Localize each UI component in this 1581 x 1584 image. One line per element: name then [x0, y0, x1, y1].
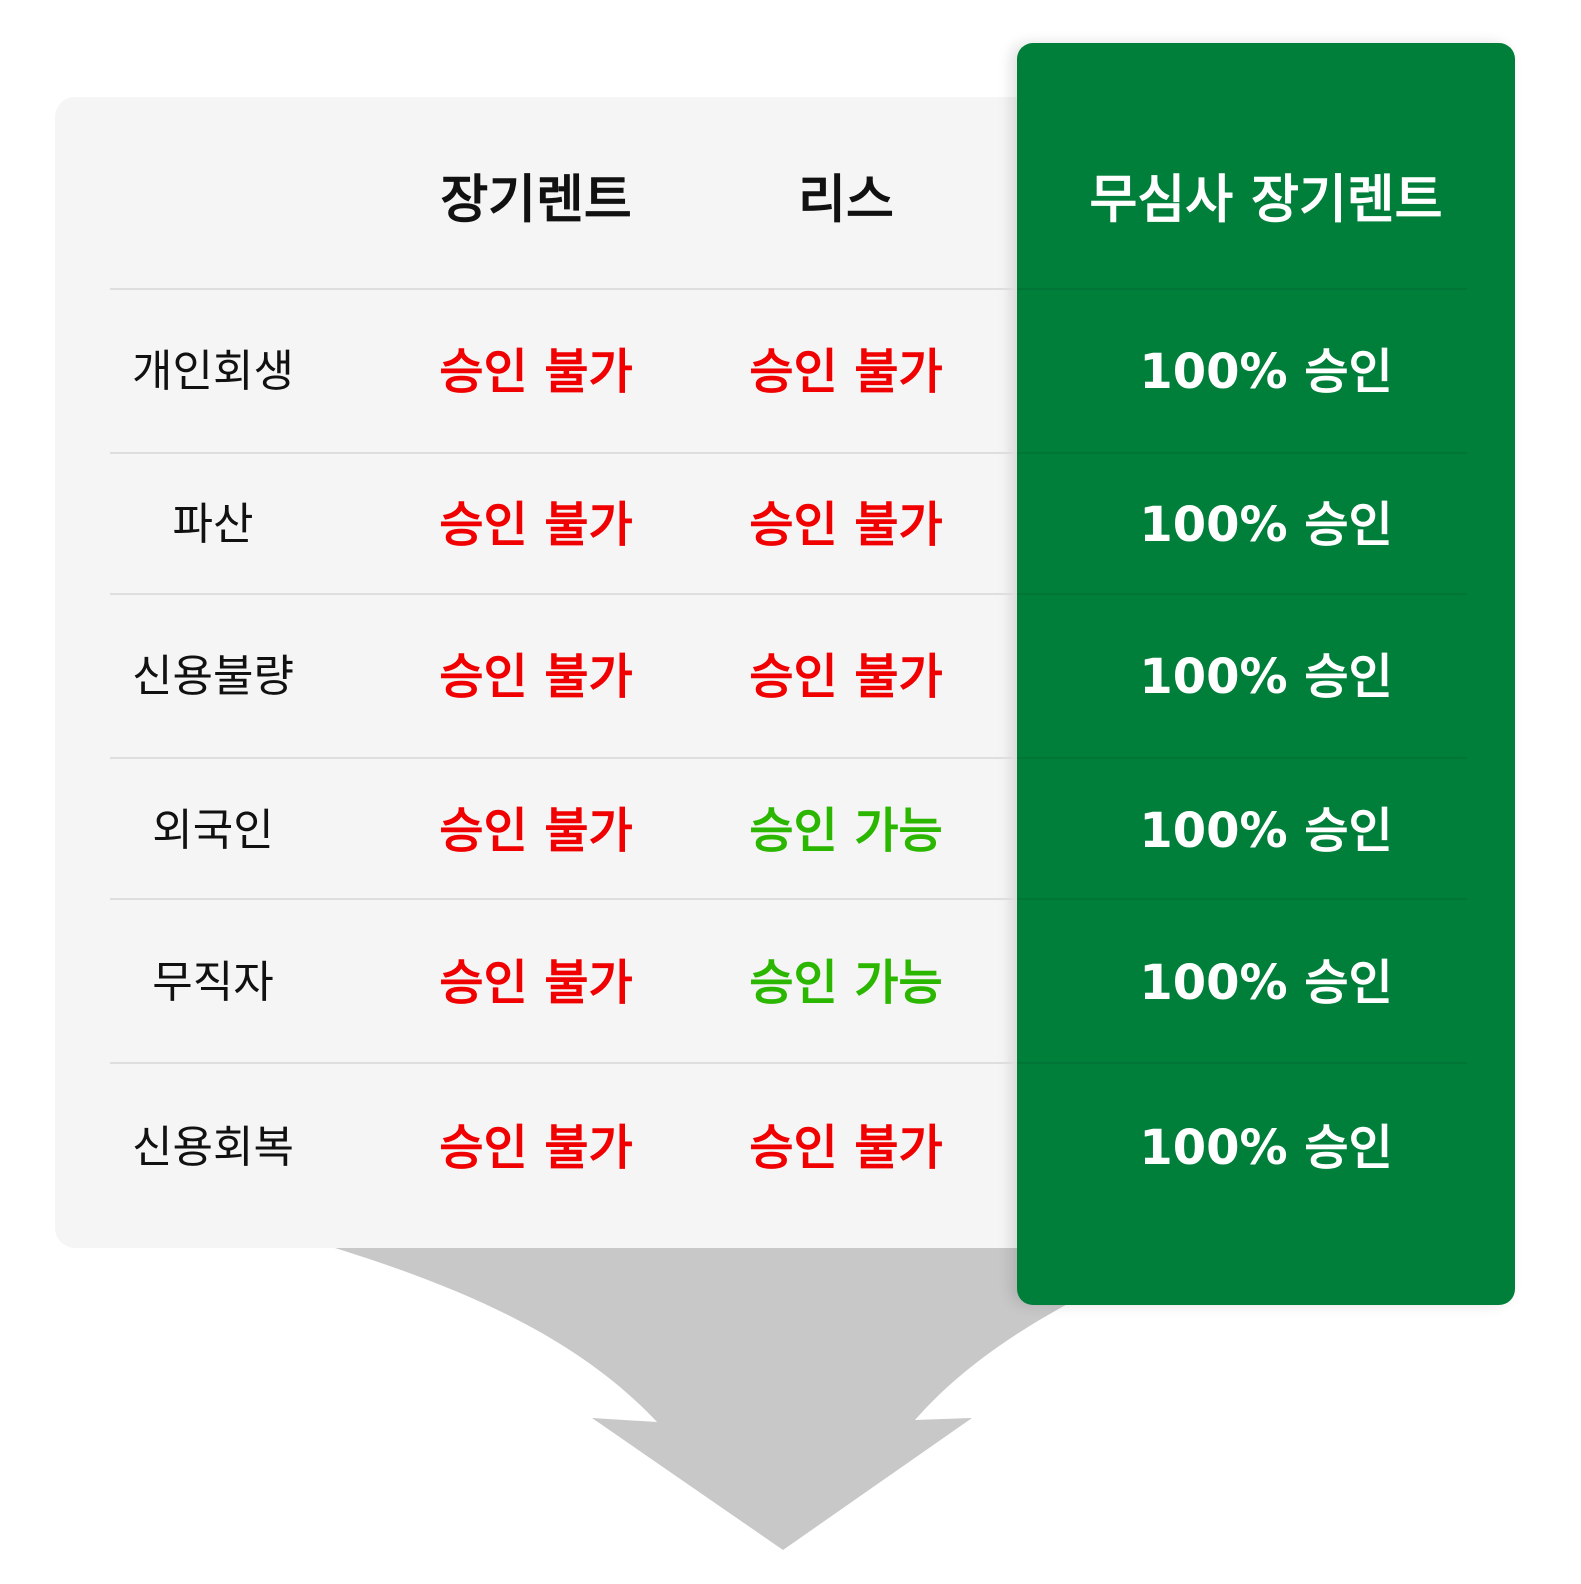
row-divider: [110, 898, 1017, 900]
row-divider: [1017, 1062, 1467, 1064]
row-divider: [1017, 593, 1467, 595]
row-label: 신용회복: [132, 1122, 294, 1173]
row-divider: [110, 593, 1017, 595]
lease-status: 승인 불가: [749, 497, 943, 553]
row-label: 신용불량: [132, 651, 294, 702]
row-divider: [110, 452, 1017, 454]
long-term-rent-status: 승인 불가: [439, 955, 633, 1011]
row-divider: [1017, 452, 1467, 454]
lease-status: 승인 불가: [749, 344, 943, 400]
row-label: 무직자: [152, 957, 274, 1008]
row-divider: [1017, 898, 1467, 900]
row-divider: [110, 1062, 1017, 1064]
header-no-screening-rent: 무심사 장기렌트: [1089, 170, 1443, 231]
row-divider: [110, 288, 1017, 290]
lease-status: 승인 가능: [749, 803, 943, 859]
no-screening-status: 100% 승인: [1139, 497, 1393, 553]
row-label: 개인회생: [132, 346, 294, 397]
long-term-rent-status: 승인 불가: [439, 1120, 633, 1176]
lease-status: 승인 불가: [749, 649, 943, 705]
header-long-term-rent: 장기렌트: [440, 170, 632, 231]
long-term-rent-status: 승인 불가: [439, 497, 633, 553]
long-term-rent-status: 승인 불가: [439, 649, 633, 705]
no-screening-status: 100% 승인: [1139, 344, 1393, 400]
header-lease: 리스: [798, 170, 894, 231]
lease-status: 승인 가능: [749, 955, 943, 1011]
no-screening-status: 100% 승인: [1139, 1120, 1393, 1176]
long-term-rent-status: 승인 불가: [439, 803, 633, 859]
row-label: 외국인: [152, 805, 274, 856]
lease-status: 승인 불가: [749, 1120, 943, 1176]
no-screening-status: 100% 승인: [1139, 955, 1393, 1011]
no-screening-status: 100% 승인: [1139, 803, 1393, 859]
row-divider: [1017, 757, 1467, 759]
long-term-rent-status: 승인 불가: [439, 344, 633, 400]
highlight-panel: [1017, 43, 1515, 1305]
row-label: 파산: [172, 499, 254, 550]
row-divider: [1017, 288, 1467, 290]
no-screening-status: 100% 승인: [1139, 649, 1393, 705]
row-divider: [110, 757, 1017, 759]
